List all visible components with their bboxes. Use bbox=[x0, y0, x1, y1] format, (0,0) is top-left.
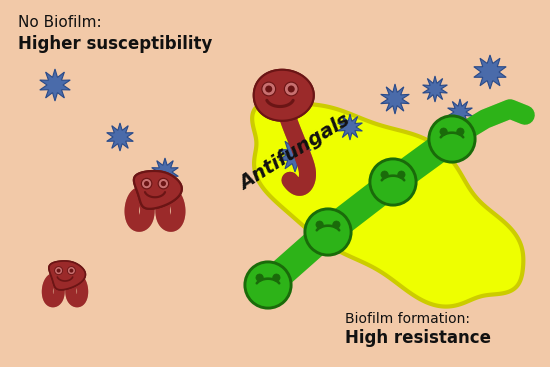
Polygon shape bbox=[40, 69, 70, 101]
Circle shape bbox=[57, 269, 60, 273]
Circle shape bbox=[440, 128, 447, 135]
Polygon shape bbox=[254, 70, 314, 121]
Polygon shape bbox=[49, 261, 85, 290]
Polygon shape bbox=[134, 171, 182, 209]
Circle shape bbox=[256, 274, 263, 281]
Polygon shape bbox=[254, 70, 314, 121]
Polygon shape bbox=[474, 55, 506, 89]
Polygon shape bbox=[152, 158, 178, 186]
Polygon shape bbox=[338, 114, 362, 140]
Circle shape bbox=[68, 266, 75, 275]
Circle shape bbox=[265, 86, 272, 92]
Circle shape bbox=[316, 221, 323, 228]
Text: Antifungals: Antifungals bbox=[236, 110, 354, 194]
Circle shape bbox=[141, 178, 152, 189]
Circle shape bbox=[370, 159, 416, 205]
Polygon shape bbox=[422, 76, 447, 102]
Text: No Biofilm:: No Biofilm: bbox=[18, 15, 102, 30]
Circle shape bbox=[144, 181, 149, 186]
Circle shape bbox=[305, 209, 351, 255]
Circle shape bbox=[161, 181, 166, 186]
Circle shape bbox=[398, 171, 405, 178]
Polygon shape bbox=[49, 261, 85, 290]
Circle shape bbox=[273, 274, 280, 281]
Polygon shape bbox=[381, 84, 409, 114]
Circle shape bbox=[158, 178, 169, 189]
Polygon shape bbox=[134, 171, 182, 209]
Circle shape bbox=[429, 116, 475, 162]
Circle shape bbox=[54, 266, 63, 275]
Polygon shape bbox=[448, 99, 472, 125]
Circle shape bbox=[245, 262, 291, 308]
Circle shape bbox=[288, 86, 295, 92]
Circle shape bbox=[333, 221, 340, 228]
Text: Biofilm formation:: Biofilm formation: bbox=[345, 312, 470, 326]
Polygon shape bbox=[107, 123, 133, 151]
Polygon shape bbox=[252, 102, 524, 306]
Circle shape bbox=[284, 82, 298, 96]
Polygon shape bbox=[279, 138, 311, 172]
Circle shape bbox=[262, 82, 276, 96]
Circle shape bbox=[69, 269, 73, 273]
Circle shape bbox=[381, 171, 388, 178]
Text: High resistance: High resistance bbox=[345, 329, 491, 347]
Text: Higher susceptibility: Higher susceptibility bbox=[18, 35, 212, 53]
Circle shape bbox=[456, 128, 464, 135]
